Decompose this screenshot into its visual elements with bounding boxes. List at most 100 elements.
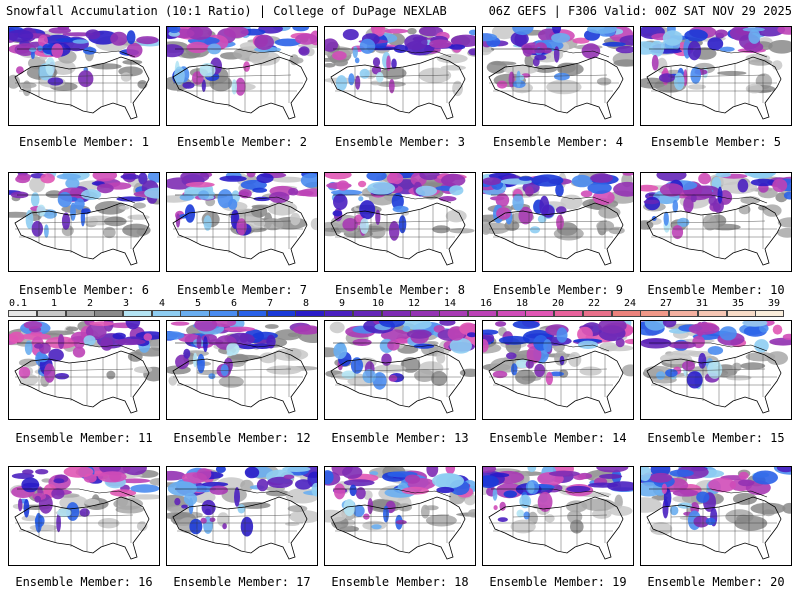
colorbar-tick-label: 6	[230, 298, 238, 309]
snow-field	[641, 173, 791, 240]
snowfall-map	[9, 467, 159, 560]
member-map-panel	[8, 466, 160, 566]
snowfall-map	[9, 321, 159, 414]
colorbar-tick-label: 3	[122, 298, 130, 309]
colorbar-tick-label: 8	[302, 298, 310, 309]
member-label: Ensemble Member: 14	[489, 431, 627, 445]
country-outline	[14, 350, 150, 414]
canada-border	[649, 342, 768, 352]
state-border	[670, 368, 766, 372]
state-border	[196, 368, 292, 372]
state-border	[354, 368, 450, 372]
colorbar-tick-label: 35	[731, 298, 745, 309]
colorbar-swatch	[65, 310, 95, 317]
colorbar-tick-label: 27	[659, 298, 673, 309]
country-outline	[488, 350, 624, 414]
snow-field	[167, 467, 317, 537]
country-outline	[330, 350, 466, 414]
member-map-panel	[640, 320, 792, 420]
snow-field	[483, 321, 633, 385]
colorbar-swatch	[439, 310, 469, 317]
colorbar-swatch	[324, 310, 354, 317]
colorbar-tick-label: 9	[338, 298, 346, 309]
member-map-panel	[8, 172, 160, 272]
colorbar-swatch	[697, 310, 727, 317]
country-outline	[330, 202, 466, 266]
snowfall-map	[325, 27, 475, 120]
member-label: Ensemble Member: 13	[331, 431, 469, 445]
canada-border	[17, 488, 136, 498]
member-map-panel	[324, 26, 476, 126]
country-outline	[646, 350, 782, 414]
state-border	[354, 220, 450, 224]
colorbar-swatch	[410, 310, 440, 317]
snow-field	[325, 467, 475, 532]
colorbar-swatch	[496, 310, 526, 317]
member-map-panel	[324, 466, 476, 566]
snow-field	[483, 467, 633, 534]
state-border	[38, 220, 134, 224]
member-map-panel	[166, 320, 318, 420]
snow-field	[9, 173, 159, 239]
country-outline	[172, 496, 308, 560]
colorbar-tick-label: 18	[515, 298, 529, 309]
member-label: Ensemble Member: 1	[18, 135, 150, 149]
member-label: Ensemble Member: 12	[173, 431, 311, 445]
snow-field	[641, 467, 791, 536]
member-map-panel	[482, 172, 634, 272]
member-label: Ensemble Member: 6	[18, 283, 150, 297]
canada-border	[333, 342, 452, 352]
member-label: Ensemble Member: 11	[15, 431, 153, 445]
snowfall-map	[167, 467, 317, 560]
colorbar-swatch	[8, 310, 38, 317]
state-border	[512, 220, 608, 224]
snow-field	[9, 321, 159, 387]
country-outline	[330, 496, 466, 560]
colorbar-swatch	[36, 310, 66, 317]
member-label: Ensemble Member: 18	[331, 575, 469, 589]
state-border	[38, 514, 134, 518]
country-outline	[646, 56, 782, 120]
canada-border	[649, 48, 768, 58]
colorbar-swatch	[640, 310, 670, 317]
member-map-panel	[324, 320, 476, 420]
canada-border	[17, 342, 136, 352]
member-map-panel	[482, 26, 634, 126]
member-map-panel	[324, 172, 476, 272]
model-run-info: 06Z GEFS | F306 Valid: 00Z SAT NOV 29 20…	[488, 4, 792, 18]
snowfall-map	[9, 173, 159, 266]
state-border	[512, 514, 608, 518]
member-map-panel	[8, 320, 160, 420]
member-label: Ensemble Member: 17	[173, 575, 311, 589]
colorbar-swatch	[266, 310, 296, 317]
member-map-panel	[166, 172, 318, 272]
member-label: Ensemble Member: 20	[647, 575, 785, 589]
country-outline	[488, 56, 624, 120]
canada-border	[17, 194, 136, 204]
snow-field	[325, 173, 475, 241]
snowfall-map	[325, 467, 475, 560]
canada-border	[175, 342, 294, 352]
member-map-panel	[8, 26, 160, 126]
snow-field	[325, 321, 475, 390]
snowfall-map	[167, 27, 317, 120]
member-label: Ensemble Member: 8	[334, 283, 466, 297]
colorbar-swatch	[726, 310, 756, 317]
canada-border	[333, 194, 452, 204]
snowfall-map	[641, 27, 791, 120]
colorbar-swatch	[525, 310, 555, 317]
snowfall-colorbar: 0.1 1 2 3 4 5 6 7 8 9 10 12 14 16 18 20 22 24 27 31 35 39	[8, 298, 785, 320]
snow-field	[641, 27, 791, 94]
snowfall-map	[641, 467, 791, 560]
country-outline	[14, 56, 150, 120]
state-border	[670, 74, 766, 78]
member-map-panel	[640, 26, 792, 126]
colorbar-swatch	[611, 310, 641, 317]
snowfall-map	[9, 27, 159, 120]
state-border	[512, 74, 608, 78]
snow-field	[167, 173, 317, 236]
snowfall-map	[167, 173, 317, 266]
country-outline	[172, 56, 308, 120]
colorbar-tick-label: 1	[50, 298, 58, 309]
